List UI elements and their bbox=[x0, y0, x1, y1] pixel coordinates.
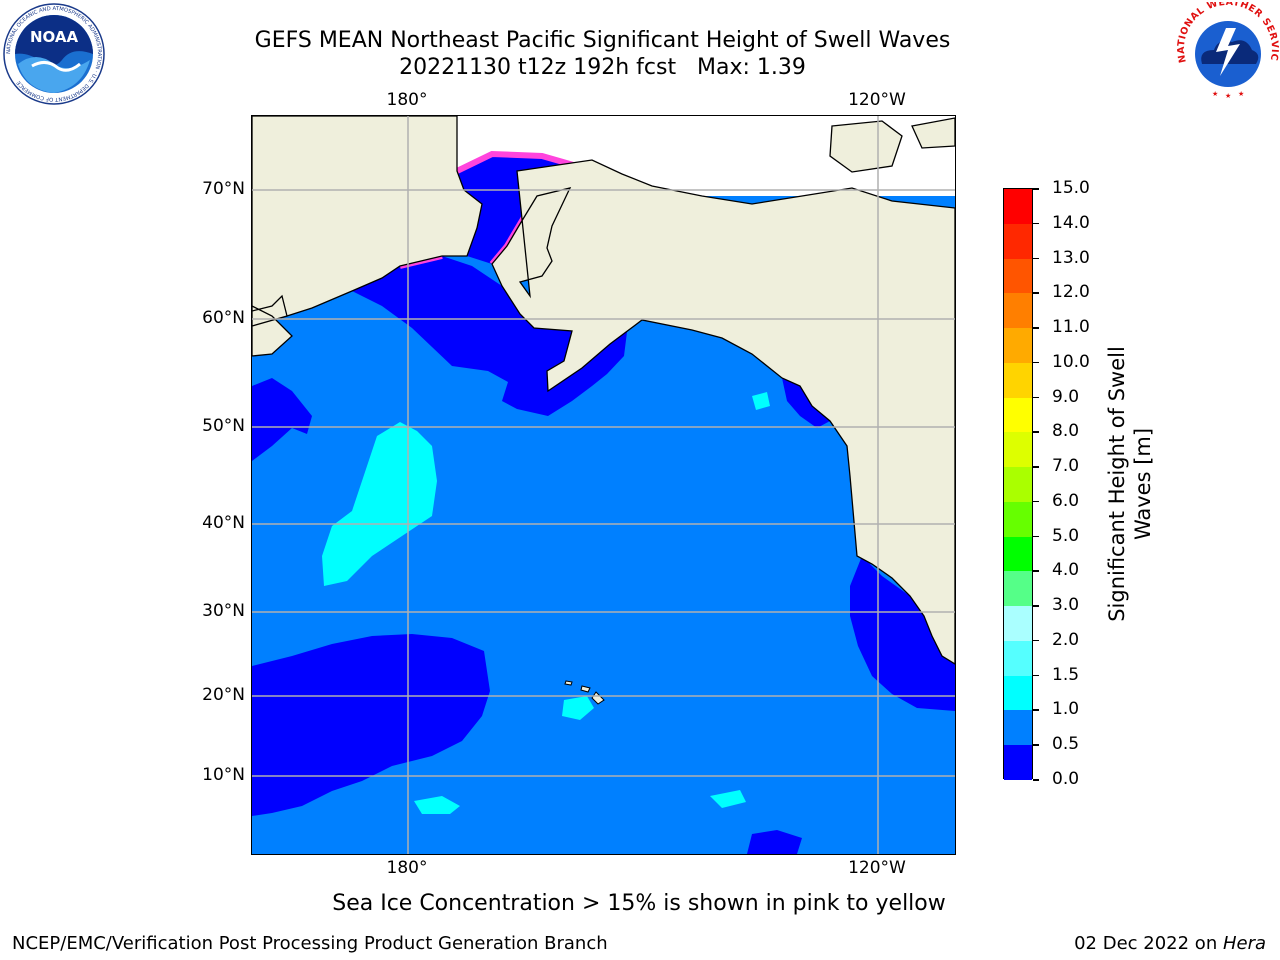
colorbar-segment bbox=[1004, 675, 1032, 711]
swell-height-map bbox=[251, 115, 956, 855]
colorbar-tick-label: 3.0 bbox=[1052, 595, 1080, 616]
colorbar-segment bbox=[1004, 362, 1032, 399]
chart-title: GEFS MEAN Northeast Pacific Significant … bbox=[254, 28, 951, 53]
colorbar-tick bbox=[1033, 431, 1039, 433]
colorbar-tick bbox=[1033, 500, 1039, 503]
land-kamchatka bbox=[252, 294, 293, 357]
land-arctic-islands bbox=[829, 117, 955, 173]
land-north-america bbox=[491, 159, 955, 665]
colorbar-tick-label: 2.0 bbox=[1052, 629, 1080, 650]
footer-credit: NCEP/EMC/Verification Post Processing Pr… bbox=[12, 933, 608, 954]
colorbar-segment bbox=[1004, 710, 1032, 746]
footer-host: Hera bbox=[1222, 933, 1266, 954]
lon-label-bottom-180: 180° bbox=[386, 858, 428, 878]
colorbar-segment bbox=[1004, 397, 1032, 433]
low-swell-region-california bbox=[850, 556, 955, 711]
low-swell-region-southwest bbox=[252, 634, 490, 816]
colorbar-tick bbox=[1033, 709, 1039, 711]
colorbar-segment bbox=[1004, 293, 1032, 329]
colorbar-tick bbox=[1033, 744, 1039, 746]
high-swell-region-gulf bbox=[752, 392, 770, 410]
colorbar-tick bbox=[1033, 674, 1039, 677]
colorbar-tick-label: 6.0 bbox=[1052, 490, 1080, 511]
colorbar-tick bbox=[1033, 257, 1039, 260]
colorbar-tick-label: 7.0 bbox=[1052, 456, 1080, 477]
colorbar-tick-label: 13.0 bbox=[1052, 247, 1090, 268]
low-swell-region-south bbox=[747, 830, 802, 854]
colorbar-title: Significant Height of Swell Waves [m] bbox=[1104, 346, 1156, 622]
footer-date-text: 02 Dec 2022 on bbox=[1074, 933, 1223, 954]
colorbar-tick-label: 11.0 bbox=[1052, 317, 1090, 338]
colorbar-segment bbox=[1004, 223, 1032, 259]
colorbar-segment bbox=[1004, 640, 1032, 677]
high-swell-region-southern-2 bbox=[710, 790, 746, 808]
colorbar-tick bbox=[1033, 292, 1039, 294]
colorbar-segment bbox=[1004, 467, 1032, 503]
nws-logo: NATIONAL WEATHER SERVICE ★ ★ ★ bbox=[1176, 2, 1280, 100]
colorbar-segment bbox=[1004, 501, 1032, 538]
colorbar-tick bbox=[1033, 222, 1039, 225]
lat-label-50n: 50°N bbox=[202, 416, 245, 436]
svg-text:★: ★ bbox=[1225, 92, 1231, 100]
colorbar-tick bbox=[1033, 361, 1039, 364]
colorbar bbox=[1003, 188, 1033, 781]
colorbar-tick-label: 0.5 bbox=[1052, 734, 1080, 755]
colorbar-tick-label: 8.0 bbox=[1052, 421, 1080, 442]
noaa-text: NOAA bbox=[30, 28, 79, 46]
colorbar-segment bbox=[1004, 258, 1032, 294]
colorbar-title-line1: Significant Height of Swell bbox=[1105, 346, 1129, 622]
map-canvas bbox=[252, 116, 955, 854]
lat-label-70n: 70°N bbox=[202, 179, 245, 199]
colorbar-tick-label: 15.0 bbox=[1052, 178, 1090, 198]
footer-date: 02 Dec 2022 on Hera bbox=[1074, 933, 1266, 954]
lat-label-10n: 10°N bbox=[202, 765, 245, 785]
land-siberia bbox=[252, 116, 483, 327]
colorbar-tick-label: 12.0 bbox=[1052, 282, 1090, 303]
colorbar-tick bbox=[1033, 605, 1039, 607]
svg-text:★: ★ bbox=[1212, 90, 1218, 98]
colorbar-tick bbox=[1033, 779, 1039, 781]
sea-ice-note: Sea Ice Concentration > 15% is shown in … bbox=[332, 891, 946, 916]
colorbar-tick-label: 1.0 bbox=[1052, 699, 1080, 720]
colorbar-tick-label: 4.0 bbox=[1052, 560, 1080, 581]
lat-label-40n: 40°N bbox=[202, 513, 245, 533]
colorbar-tick bbox=[1033, 327, 1039, 329]
low-swell-region-west bbox=[252, 378, 312, 461]
high-swell-region-hawaii bbox=[562, 696, 594, 720]
colorbar-tick-label: 5.0 bbox=[1052, 525, 1080, 546]
colorbar-segment bbox=[1004, 432, 1032, 468]
colorbar-tick bbox=[1033, 188, 1039, 190]
colorbar-tick-label: 1.5 bbox=[1052, 664, 1080, 685]
colorbar-tick bbox=[1033, 466, 1039, 468]
noaa-logo: NATIONAL OCEANIC AND ATMOSPHERIC ADMINIS… bbox=[3, 3, 105, 105]
colorbar-segment bbox=[1004, 536, 1032, 572]
colorbar-tick bbox=[1033, 535, 1039, 538]
svg-text:★: ★ bbox=[1238, 90, 1244, 98]
colorbar-segment bbox=[1004, 745, 1032, 781]
chart-subtitle: 20221130 t12z 192h fcst Max: 1.39 bbox=[399, 55, 806, 80]
colorbar-tick bbox=[1033, 639, 1039, 642]
low-swell-region-gulf-alaska bbox=[782, 378, 830, 428]
lat-label-30n: 30°N bbox=[202, 601, 245, 621]
lon-label-bottom-120w: 120°W bbox=[848, 858, 906, 878]
high-swell-region-southern-1 bbox=[414, 796, 460, 814]
lon-label-top-180: 180° bbox=[386, 90, 428, 110]
colorbar-tick bbox=[1033, 396, 1039, 399]
colorbar-title-line2: Waves [m] bbox=[1131, 427, 1155, 541]
lat-label-20n: 20°N bbox=[202, 685, 245, 705]
colorbar-tick-label: 0.0 bbox=[1052, 769, 1080, 789]
colorbar-tick bbox=[1033, 570, 1039, 572]
colorbar-tick-label: 14.0 bbox=[1052, 212, 1090, 233]
colorbar-tick-label: 10.0 bbox=[1052, 351, 1090, 372]
colorbar-segment bbox=[1004, 571, 1032, 607]
colorbar-segment bbox=[1004, 328, 1032, 364]
lon-label-top-120w: 120°W bbox=[848, 90, 906, 110]
colorbar-tick-label: 9.0 bbox=[1052, 386, 1080, 407]
lat-label-60n: 60°N bbox=[202, 308, 245, 328]
colorbar-segment bbox=[1004, 606, 1032, 642]
colorbar-segment bbox=[1004, 189, 1032, 225]
map-gridlines bbox=[252, 116, 955, 854]
